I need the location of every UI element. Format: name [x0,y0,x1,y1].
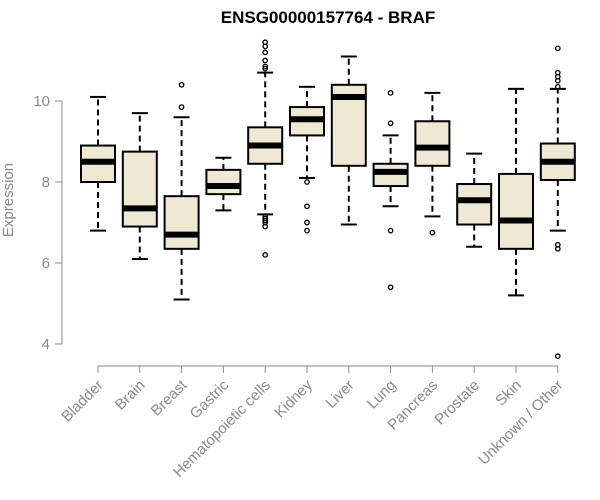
box-brain [121,112,158,260]
box-prostate [456,152,493,248]
outlier-point [387,120,394,127]
x-category-label: Brain [112,377,149,414]
x-category-label: Liver [323,377,358,412]
outlier-point [554,241,561,248]
box-unknown-other [539,45,576,359]
y-tick-label: 6 [42,255,50,272]
box-breast [163,81,200,301]
iqr-box [121,150,158,228]
x-category-label: Lung [364,377,400,413]
iqr-box [414,120,451,167]
iqr-box [163,195,200,250]
y-axis: 4 6 8 10 [33,93,63,353]
outlier-point [262,252,269,258]
outlier-point [554,83,561,90]
y-tick-label: 8 [42,174,50,191]
outlier-point [304,227,310,234]
x-category-label: Breast [148,376,191,419]
iqr-box [456,183,493,226]
box-bladder [80,95,116,232]
x-category-label: Skin [492,377,525,410]
box-series [80,39,576,359]
box-hematopoietic-cells [247,39,284,258]
outlier-point [262,49,269,56]
outlier-point [262,39,269,46]
outlier-point [178,104,185,110]
outlier-point [554,69,561,76]
box-gastric [205,156,242,212]
outlier-point [304,219,310,226]
y-axis-label: Expression [0,163,17,237]
outlier-point [262,215,269,222]
box-lung [372,90,409,291]
outlier-point [304,203,310,210]
iqr-box [205,168,242,196]
outlier-point [304,179,310,185]
outlier-point [554,45,561,52]
iqr-box [372,162,409,188]
box-kidney [289,85,325,234]
iqr-box [498,172,534,250]
outlier-point [262,63,269,70]
outlier-point [387,90,394,96]
y-tick-label: 10 [33,93,50,110]
x-category-label: Bladder [58,377,107,426]
outlier-point [262,57,269,64]
y-tick-label: 4 [42,336,50,353]
outlier-point [387,284,394,291]
box-skin [498,87,534,297]
outlier-point [387,227,394,234]
x-category-label: Kidney [271,376,316,421]
outlier-point [262,65,269,72]
chart-title: ENSG00000157764 - BRAF [221,8,436,27]
outlier-point [262,213,269,220]
x-category-label: Prostate [431,377,483,429]
outlier-point [178,81,185,88]
outlier-point [429,229,436,236]
box-pancreas [414,91,451,236]
outlier-point [554,353,561,359]
box-liver [330,55,367,226]
